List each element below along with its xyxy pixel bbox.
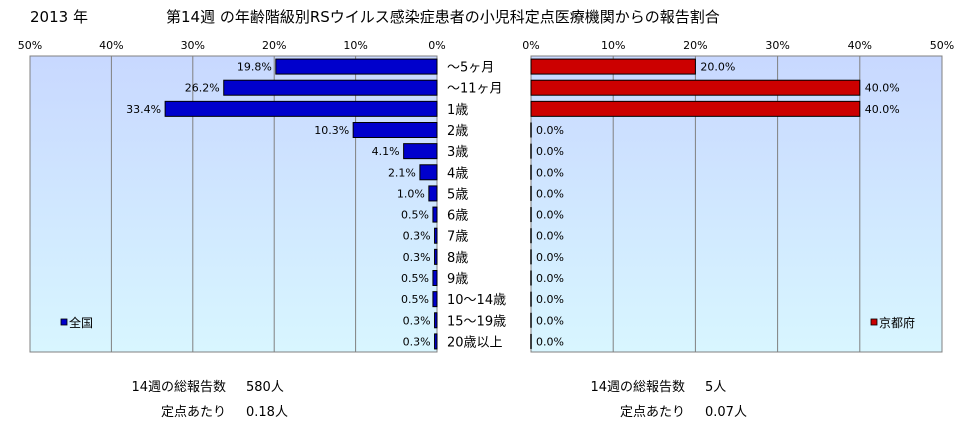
bar-national (432, 270, 438, 286)
x-tick-label-kyoto: 10% (601, 39, 625, 52)
bar-national (419, 164, 438, 181)
bar-national (434, 312, 438, 329)
per-site-label-national: 定点あたり (161, 405, 226, 420)
data-label-kyoto: 40.0% (865, 82, 900, 95)
data-label-kyoto: 40.0% (865, 103, 900, 116)
bar-national (275, 58, 438, 75)
total-reports-value-kyoto: 5人 (705, 380, 726, 395)
data-label-national: 19.8% (237, 61, 272, 74)
category-label: ～11ヶ月 (447, 82, 503, 97)
category-label: 1歳 (447, 103, 468, 118)
data-label-national: 0.5% (401, 272, 429, 285)
bar-national (434, 227, 438, 244)
bar-national (434, 248, 438, 265)
data-label-kyoto: 0.0% (536, 230, 564, 243)
x-tick-label-national: 50% (18, 39, 42, 52)
bar-kyoto (530, 79, 861, 96)
per-site-value-national: 0.18人 (246, 405, 288, 420)
x-tick-label-kyoto: 30% (765, 39, 789, 52)
x-tick-label-national: 10% (343, 39, 367, 52)
data-label-national: 26.2% (185, 82, 220, 95)
data-label-national: 0.3% (403, 314, 431, 327)
year-label: 2013 年 (30, 8, 88, 26)
data-label-kyoto: 0.0% (536, 251, 564, 264)
category-label: 8歳 (447, 251, 468, 266)
category-label: 10～14歳 (447, 293, 506, 308)
category-label: 4歳 (447, 166, 468, 181)
category-label: 2歳 (447, 124, 468, 139)
data-label-national: 1.0% (397, 187, 425, 200)
total-reports-value-national: 580人 (246, 380, 284, 395)
bar-national (403, 143, 438, 160)
legend-label-national: 全国 (69, 315, 93, 330)
x-tick-label-kyoto: 20% (683, 39, 707, 52)
category-label: 3歳 (447, 145, 468, 160)
per-site-label-kyoto: 定点あたり (620, 405, 685, 420)
data-label-national: 0.5% (401, 209, 429, 222)
category-label: 15～19歳 (447, 314, 506, 329)
data-label-kyoto: 20.0% (700, 61, 735, 74)
category-label: ～5ヶ月 (447, 61, 494, 76)
bar-kyoto (530, 58, 696, 75)
plot-area-kyoto (530, 55, 943, 353)
x-tick-label-national: 40% (99, 39, 123, 52)
data-label-kyoto: 0.0% (536, 293, 564, 306)
plot-area-national (29, 55, 438, 353)
legend-swatch-national (60, 318, 68, 326)
data-label-kyoto: 0.0% (536, 124, 564, 137)
category-label: 6歳 (447, 209, 468, 224)
x-tick-label-national: 0% (428, 39, 445, 52)
data-label-national: 4.1% (372, 145, 400, 158)
legend-label-kyoto: 京都府 (879, 315, 915, 330)
data-label-kyoto: 0.0% (536, 187, 564, 200)
chart-title: 第14週 の年齢階級別RSウイルス感染症患者の小児科定点医療機関からの報告割合 (166, 8, 720, 26)
data-label-kyoto: 0.0% (536, 314, 564, 327)
bar-national (164, 100, 438, 117)
data-label-kyoto: 0.0% (536, 335, 564, 348)
bar-national (432, 291, 438, 308)
x-tick-label-kyoto: 0% (522, 39, 539, 52)
data-label-national: 0.3% (403, 230, 431, 243)
category-label: 20歳以上 (447, 335, 503, 350)
data-label-kyoto: 0.0% (536, 145, 564, 158)
bar-kyoto (530, 100, 861, 117)
legend-swatch-kyoto (870, 318, 878, 326)
bar-national (223, 79, 438, 96)
data-label-kyoto: 0.0% (536, 166, 564, 179)
category-label: 9歳 (447, 272, 468, 287)
category-label: 5歳 (447, 187, 468, 202)
x-tick-label-kyoto: 40% (848, 39, 872, 52)
data-label-national: 2.1% (388, 166, 416, 179)
x-tick-label-national: 30% (181, 39, 205, 52)
bar-national (434, 333, 438, 350)
data-label-national: 0.3% (403, 335, 431, 348)
data-label-national: 10.3% (314, 124, 349, 137)
category-label: 7歳 (447, 230, 468, 245)
data-label-kyoto: 0.0% (536, 209, 564, 222)
x-tick-label-national: 20% (262, 39, 286, 52)
data-label-kyoto: 0.0% (536, 272, 564, 285)
data-label-national: 33.4% (126, 103, 161, 116)
per-site-value-kyoto: 0.07人 (705, 405, 747, 420)
bar-national (428, 185, 438, 202)
bar-national (352, 122, 438, 138)
x-tick-label-kyoto: 50% (930, 39, 954, 52)
total-reports-label-national: 14週の総報告数 (131, 380, 226, 395)
bar-national (432, 206, 438, 223)
data-label-national: 0.5% (401, 293, 429, 306)
total-reports-label-kyoto: 14週の総報告数 (590, 380, 685, 395)
data-label-national: 0.3% (403, 251, 431, 264)
